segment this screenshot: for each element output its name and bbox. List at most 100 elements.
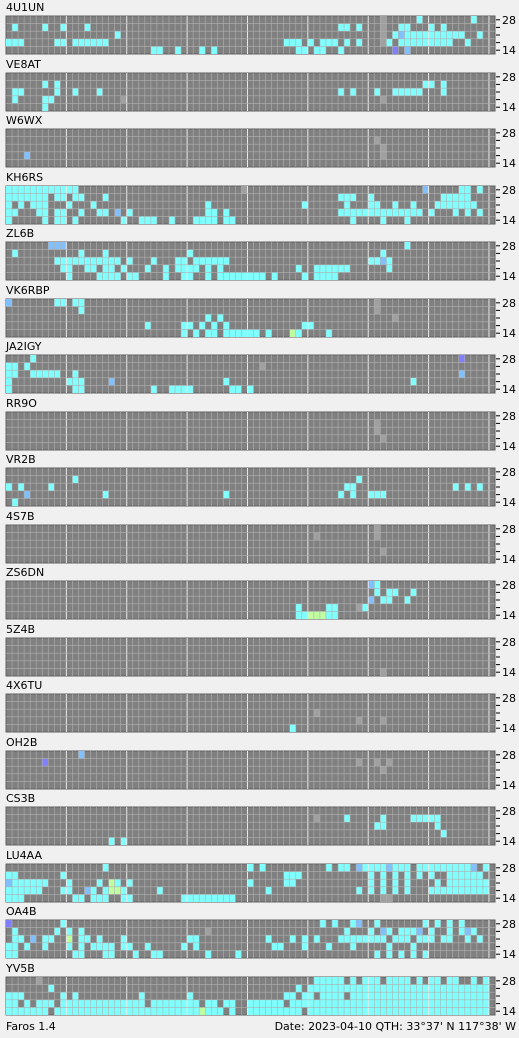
signal-cell	[120, 216, 127, 224]
signal-cell	[422, 920, 429, 928]
axis-label-bottom: 14	[502, 214, 516, 227]
station-callsign: ZS6DN	[6, 566, 45, 579]
propagation-grid: 28 14	[5, 14, 516, 57]
signal-cell	[223, 272, 230, 280]
signal-cell	[24, 186, 31, 194]
signal-cell	[48, 186, 55, 194]
signal-cell	[374, 935, 381, 943]
signal-cell	[319, 1007, 326, 1015]
signal-cell	[277, 1007, 284, 1015]
signal-cell	[205, 272, 212, 280]
signal-cell	[78, 894, 85, 902]
axis-label-top: 28	[502, 71, 516, 84]
signal-cell	[295, 871, 302, 880]
signal-cell	[416, 208, 423, 217]
signal-cell	[338, 46, 345, 54]
signal-cell	[392, 984, 399, 993]
signal-cell	[416, 16, 423, 24]
signal-cell	[368, 886, 375, 895]
signal-cell	[410, 31, 417, 39]
signal-cell	[301, 46, 308, 54]
signal-cell	[150, 1007, 157, 1015]
signal-cell	[482, 1007, 489, 1015]
signal-cell	[440, 886, 447, 895]
signal-cell	[90, 264, 97, 273]
signal-cell	[386, 950, 393, 958]
signal-cell	[84, 38, 91, 47]
signal-cell	[332, 920, 339, 928]
signal-cell	[470, 16, 477, 24]
signal-cell	[211, 321, 218, 330]
signal-cell	[217, 264, 224, 273]
signal-cell	[325, 977, 332, 985]
signal-cell	[313, 46, 320, 54]
signal-cell	[332, 264, 339, 273]
signal-cell	[120, 1007, 127, 1015]
signal-cell	[464, 927, 471, 936]
signal-cell	[120, 95, 127, 104]
signal-cell	[350, 193, 357, 202]
grid-background	[5, 185, 496, 225]
signal-cell	[380, 144, 387, 152]
signal-cell	[404, 31, 411, 39]
signal-cell	[253, 329, 260, 337]
signal-cell	[368, 257, 375, 265]
signal-cell	[271, 272, 278, 280]
signal-cell	[374, 427, 381, 435]
signal-cell	[6, 992, 13, 1000]
station-panel-4s7b: 4S7B 28 14	[0, 510, 519, 566]
signal-cell	[410, 999, 417, 1008]
signal-cell	[428, 927, 435, 936]
signal-cell	[301, 992, 308, 1000]
signal-cell	[175, 1007, 182, 1015]
signal-cell	[175, 257, 182, 265]
signal-cell	[434, 864, 441, 872]
signal-cell	[368, 977, 375, 985]
signal-cell	[187, 321, 194, 330]
signal-cell	[422, 992, 429, 1000]
signal-cell	[54, 927, 61, 936]
signal-cell	[18, 879, 25, 887]
signal-cell	[392, 886, 399, 895]
signal-cell	[205, 216, 212, 224]
signal-cell	[344, 984, 351, 993]
signal-cell	[458, 927, 465, 936]
signal-cell	[410, 992, 417, 1000]
signal-cell	[313, 977, 320, 985]
signal-cell	[78, 1007, 85, 1015]
signal-cell	[72, 193, 79, 202]
signal-cell	[289, 999, 296, 1008]
signal-cell	[66, 935, 73, 943]
signal-cell	[193, 942, 200, 951]
signal-cell	[446, 935, 453, 943]
signal-cell	[476, 31, 483, 39]
signal-cell	[30, 935, 37, 943]
signal-cell	[380, 216, 387, 224]
signal-cell	[223, 329, 230, 337]
signal-cell	[446, 1007, 453, 1015]
signal-cell	[476, 186, 483, 194]
signal-cell	[66, 1007, 73, 1015]
grid-background	[5, 580, 496, 620]
signal-cell	[90, 201, 97, 209]
axis-label-bottom: 14	[502, 722, 516, 735]
signal-cell	[211, 257, 218, 265]
signal-cell	[404, 596, 411, 604]
signal-cell	[78, 385, 85, 393]
signal-cell	[440, 193, 447, 202]
signal-cell	[380, 935, 387, 943]
signal-cell	[362, 603, 369, 612]
signal-cell	[410, 201, 417, 209]
station-callsign: RR9O	[6, 397, 37, 410]
signal-cell	[344, 999, 351, 1008]
signal-cell	[289, 724, 296, 732]
signal-cell	[356, 864, 363, 872]
station-callsign: OH2B	[6, 736, 38, 749]
signal-cell	[18, 1007, 25, 1015]
signal-cell	[319, 920, 326, 928]
signal-cell	[446, 31, 453, 39]
signal-cell	[350, 88, 357, 96]
signal-cell	[325, 272, 332, 280]
signal-cell	[12, 208, 19, 217]
signal-cell	[205, 264, 212, 273]
